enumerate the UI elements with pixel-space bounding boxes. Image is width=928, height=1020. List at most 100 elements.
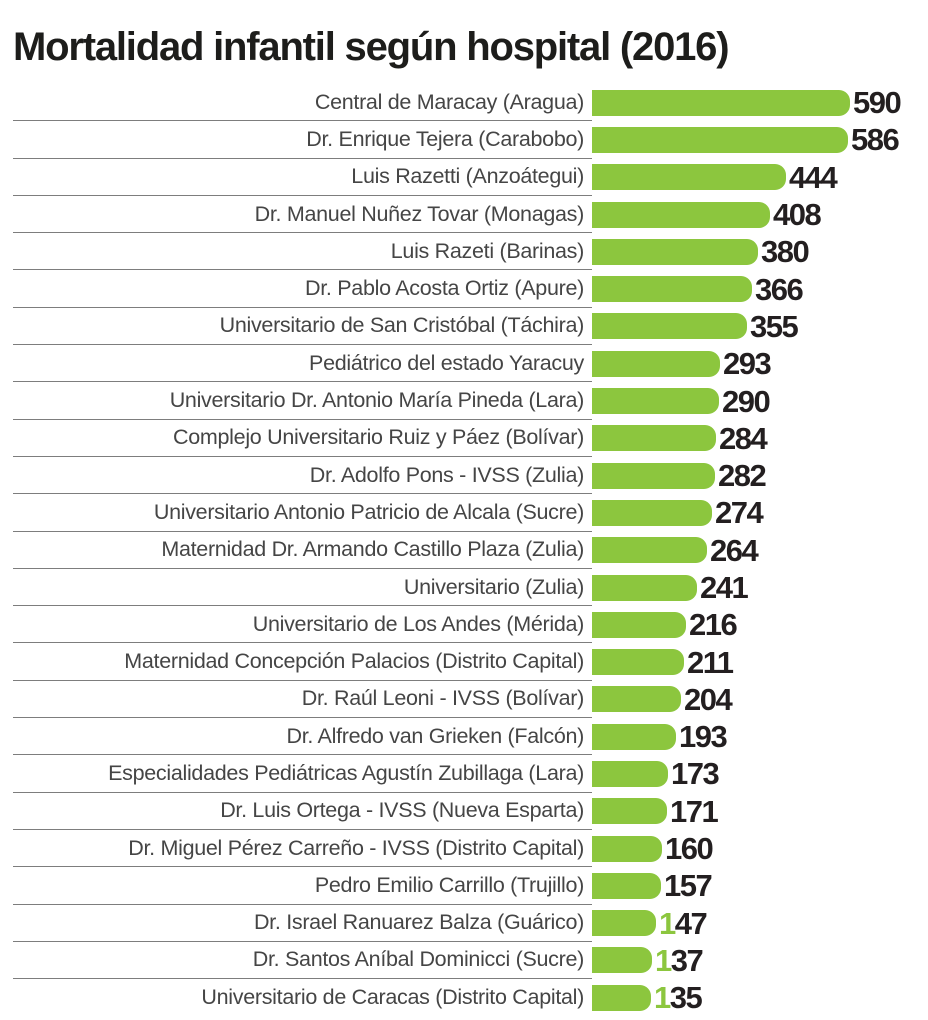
bar-row: Dr. Luis Ortega - IVSS (Nueva Esparta) 17… — [0, 793, 928, 830]
bar-row: Universitario Dr. Antonio María Pineda (… — [0, 382, 928, 420]
hospital-label: Universitario de San Cristóbal (Táchira) — [219, 313, 585, 338]
bar — [592, 499, 712, 526]
value-label: 355 — [750, 308, 799, 344]
hospital-label: Pedro Emilio Carrillo (Trujillo) — [314, 872, 584, 897]
bar-row: Pediátrico del estado Yaracuy 293 — [0, 345, 928, 383]
bar-cell: 147 — [592, 905, 928, 942]
bar-row: Dr. Adolfo Pons - IVSS (Zulia) 282 — [0, 457, 928, 495]
value-label: 590 — [853, 85, 902, 121]
hospital-label: Maternidad Concepción Palacios (Distrito… — [124, 649, 584, 674]
hospital-label-cell: Maternidad Dr. Armando Castillo Plaza (Z… — [13, 532, 592, 569]
hospital-label-cell: Dr. Manuel Nuñez Tovar (Monagas) — [13, 196, 592, 234]
value-label: 274 — [715, 495, 764, 531]
hospital-label: Dr. Santos Aníbal Dominicci (Sucre) — [252, 947, 585, 972]
bar-cell: 293 — [592, 345, 928, 382]
bar-cell: 290 — [592, 382, 928, 419]
bar-row: Dr. Alfredo van Grieken (Falcón) 193 — [0, 718, 928, 756]
bar — [592, 984, 651, 1011]
hospital-label: Pediátrico del estado Yaracuy — [309, 350, 584, 375]
bar — [592, 649, 684, 676]
bar-cell: 173 — [592, 755, 928, 792]
bar-row: Dr. Miguel Pérez Carreño - IVSS (Distrit… — [0, 830, 928, 868]
bar — [592, 574, 697, 601]
hospital-label-cell: Pediátrico del estado Yaracuy — [13, 345, 592, 383]
bar-cell: 408 — [592, 196, 928, 233]
bar-cell: 264 — [592, 532, 928, 569]
bar — [592, 872, 661, 899]
bar — [592, 276, 752, 303]
hospital-label: Luis Razetti (Anzoátegui) — [351, 164, 584, 189]
value-label: 216 — [689, 607, 738, 643]
bar-cell: 160 — [592, 830, 928, 867]
bar — [592, 611, 686, 638]
hospital-label: Universitario de Los Andes (Mérida) — [252, 611, 585, 636]
value-label: 444 — [789, 159, 838, 195]
bar-cell: 284 — [592, 420, 928, 457]
bar-cell: 135 — [592, 979, 928, 1016]
hospital-label-cell: Dr. Santos Aníbal Dominicci (Sucre) — [13, 942, 592, 980]
bar-row: Universitario de San Cristóbal (Táchira)… — [0, 308, 928, 346]
hospital-label: Universitario (Zulia) — [403, 574, 584, 599]
bar — [592, 164, 786, 191]
bar — [592, 760, 668, 787]
hospital-label-cell: Universitario de Los Andes (Mérida) — [13, 606, 592, 644]
value-label: 241 — [700, 570, 749, 605]
hospital-label-cell: Maternidad Concepción Palacios (Distrito… — [13, 643, 592, 681]
value-label: 204 — [684, 681, 733, 717]
hospital-label-cell: Dr. Alfredo van Grieken (Falcón) — [13, 718, 592, 756]
value-label: 135 — [654, 980, 703, 1016]
bar — [592, 238, 758, 265]
value-label: 282 — [718, 458, 767, 494]
hospital-label-cell: Universitario de San Cristóbal (Táchira) — [13, 308, 592, 346]
bar — [592, 201, 770, 228]
bar — [592, 798, 667, 825]
hospital-label-cell: Universitario Antonio Patricio de Alcala… — [13, 494, 592, 532]
bar — [592, 835, 662, 862]
bar — [592, 89, 850, 116]
hospital-label-cell: Dr. Raúl Leoni - IVSS (Bolívar) — [13, 681, 592, 719]
value-label: 193 — [679, 719, 728, 755]
bar-row: Pedro Emilio Carrillo (Trujillo) 157 — [0, 867, 928, 905]
value-green-digit: 1 — [659, 905, 676, 941]
bar-cell: 241 — [592, 569, 928, 606]
value-label: 147 — [659, 905, 708, 941]
bar-row: Complejo Universitario Ruiz y Páez (Bolí… — [0, 420, 928, 457]
value-label: 290 — [722, 383, 771, 419]
bar-row: Universitario Antonio Patricio de Alcala… — [0, 494, 928, 532]
chart-title: Mortalidad infantil según hospital (2016… — [13, 25, 730, 69]
bar-cell: 380 — [592, 233, 928, 270]
bar-row: Luis Razetti (Anzoátegui) 444 — [0, 159, 928, 196]
bar-cell: 274 — [592, 494, 928, 531]
bar-row: Maternidad Concepción Palacios (Distrito… — [0, 643, 928, 681]
value-green-digit: 1 — [655, 942, 672, 978]
bar — [592, 723, 676, 750]
hospital-label: Dr. Alfredo van Grieken (Falcón) — [286, 723, 585, 748]
bar-row: Especialidades Pediátricas Agustín Zubil… — [0, 755, 928, 793]
hospital-label: Especialidades Pediátricas Agustín Zubil… — [108, 760, 584, 785]
bar-cell: 171 — [592, 793, 928, 830]
hospital-label-cell: Dr. Israel Ranuarez Balza (Guárico) — [13, 905, 592, 942]
hospital-label: Universitario Dr. Antonio María Pineda (… — [169, 388, 585, 413]
hospital-label: Dr. Enrique Tejera (Carabobo) — [306, 126, 584, 151]
value-label: 157 — [664, 868, 713, 904]
hospital-label-cell: Dr. Enrique Tejera (Carabobo) — [13, 121, 592, 159]
bar — [592, 462, 715, 489]
bar-cell: 211 — [592, 643, 928, 680]
hospital-label-cell: Complejo Universitario Ruiz y Páez (Bolí… — [13, 420, 592, 457]
bar-cell: 590 — [592, 84, 928, 121]
hospital-label: Maternidad Dr. Armando Castillo Plaza (Z… — [161, 537, 584, 562]
value-label: 211 — [687, 644, 734, 680]
hospital-label-cell: Dr. Luis Ortega - IVSS (Nueva Esparta) — [13, 793, 592, 830]
value-label: 380 — [761, 234, 810, 270]
bar-row: Dr. Raúl Leoni - IVSS (Bolívar) 204 — [0, 681, 928, 719]
hospital-label: Luis Razeti (Barinas) — [390, 238, 585, 263]
bar-rows: Central de Maracay (Aragua) 590 Dr. Enriqu… — [0, 84, 928, 1016]
hospital-label-cell: Especialidades Pediátricas Agustín Zubil… — [13, 755, 592, 793]
bar-row: Dr. Pablo Acosta Ortiz (Apure) 366 — [0, 270, 928, 308]
bar-cell: 216 — [592, 606, 928, 643]
hospital-label-cell: Luis Razetti (Anzoátegui) — [13, 159, 592, 196]
value-green-digit: 1 — [654, 980, 671, 1016]
bar — [592, 388, 719, 415]
bar-row: Central de Maracay (Aragua) 590 — [0, 84, 928, 122]
bar-cell: 282 — [592, 457, 928, 494]
